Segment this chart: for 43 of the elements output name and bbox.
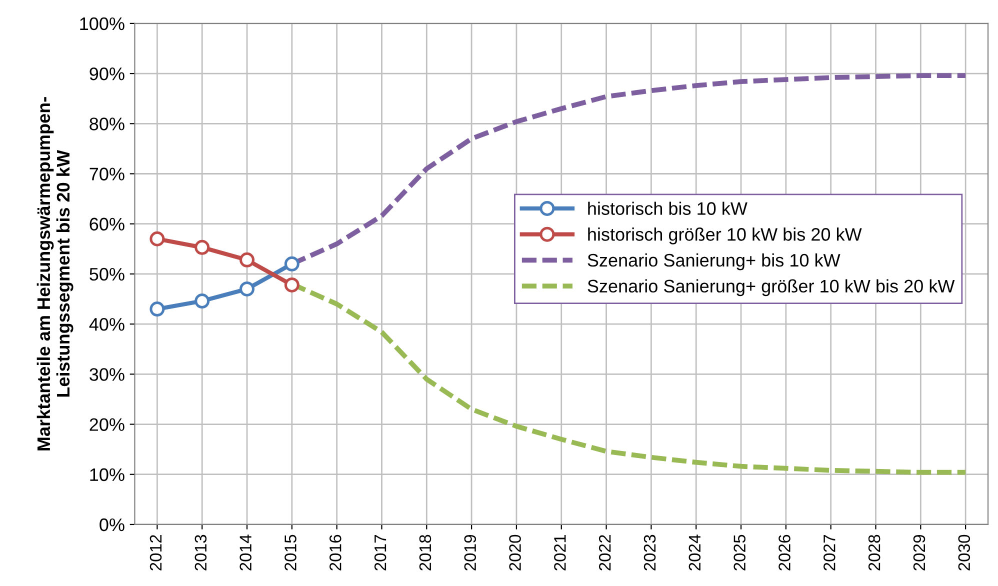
x-tick-label: 2016 [329, 534, 342, 570]
y-tick-label: 20% [90, 418, 124, 431]
y-tick-label: 90% [90, 67, 124, 80]
y-tick-label: 10% [90, 468, 124, 482]
x-tick-label: 2028 [868, 534, 880, 570]
point [194, 240, 210, 255]
point [150, 231, 165, 246]
x-tick-label: 2020 [509, 534, 521, 570]
x-tick-label: 2015 [284, 534, 296, 570]
point [240, 252, 255, 268]
x-tick-label: 2029 [913, 534, 926, 570]
y-tick-label: 40% [89, 318, 124, 331]
point [284, 256, 300, 272]
x-tick-label: 2025 [734, 534, 746, 570]
y-axis-title: Marktanteile am Heizungswärmepumpen- Leistungssegment bis 20 kW [36, 97, 74, 450]
point [194, 294, 210, 309]
y-tick-label: 0% [100, 518, 124, 532]
x-tick-label: 2024 [688, 534, 701, 570]
y-tick-label: 80% [90, 118, 124, 130]
x-tick-label: 2030 [958, 534, 970, 570]
x-tick-label: 2017 [374, 535, 386, 570]
x-tick-label: 2026 [778, 534, 790, 570]
x-tick-label: 2018 [419, 534, 432, 570]
legend-label: Szenario Sanierung+ bis 10 kW [588, 253, 840, 270]
legend-label: Szenario Sanierung+ größer 10 kW bis 20 kW [588, 279, 955, 296]
point [240, 281, 255, 296]
y-tick-label: 60% [90, 218, 124, 231]
y-tick-label: 70% [90, 168, 124, 180]
legend-label: historisch bis 10 kW [588, 202, 748, 215]
y-tick-label: 30% [90, 368, 124, 381]
y-tick-label: 100% [80, 17, 124, 30]
legend-label: historisch größer 10 kW bis 20 kW [588, 228, 862, 244]
x-tick-label: 2022 [598, 535, 611, 570]
point [150, 302, 165, 317]
y-tick-label: 50% [90, 268, 124, 281]
x-tick-label: 2012 [150, 535, 162, 570]
x-tick-label: 2013 [194, 534, 207, 570]
x-tick-label: 2021 [554, 535, 566, 570]
x-tick-label: 2019 [464, 534, 476, 570]
x-tick-label: 2027 [824, 535, 836, 570]
x-tick-label: 2014 [240, 534, 252, 570]
x-tick-label: 2023 [644, 534, 656, 570]
point [284, 277, 300, 292]
